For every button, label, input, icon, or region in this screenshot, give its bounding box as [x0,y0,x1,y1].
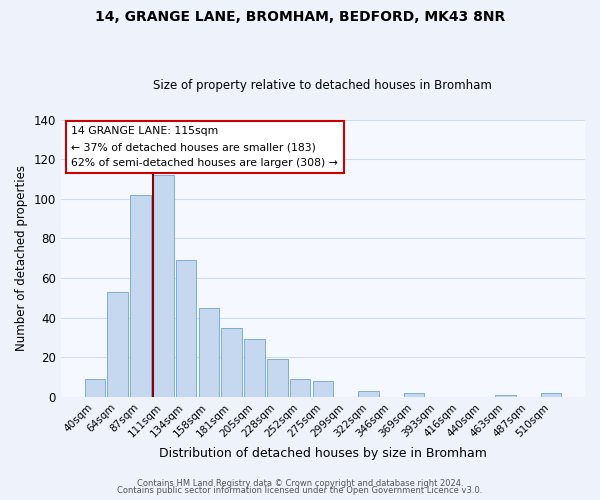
Bar [267,360,287,397]
Bar [358,391,379,397]
Bar [130,195,151,397]
Bar [495,395,515,397]
Bar [221,328,242,397]
Bar [404,393,424,397]
Bar [153,175,173,397]
Bar [290,379,310,397]
Text: 14 GRANGE LANE: 115sqm
← 37% of detached houses are smaller (183)
62% of semi-de: 14 GRANGE LANE: 115sqm ← 37% of detached… [71,126,338,168]
Y-axis label: Number of detached properties: Number of detached properties [15,166,28,352]
Text: Contains public sector information licensed under the Open Government Licence v3: Contains public sector information licen… [118,486,482,495]
Text: Contains HM Land Registry data © Crown copyright and database right 2024.: Contains HM Land Registry data © Crown c… [137,478,463,488]
Text: 14, GRANGE LANE, BROMHAM, BEDFORD, MK43 8NR: 14, GRANGE LANE, BROMHAM, BEDFORD, MK43 … [95,10,505,24]
Bar [244,340,265,397]
Bar [107,292,128,397]
Bar [85,379,105,397]
Bar [313,381,333,397]
X-axis label: Distribution of detached houses by size in Bromham: Distribution of detached houses by size … [159,447,487,460]
Bar [541,393,561,397]
Title: Size of property relative to detached houses in Bromham: Size of property relative to detached ho… [154,79,493,92]
Bar [199,308,219,397]
Bar [176,260,196,397]
